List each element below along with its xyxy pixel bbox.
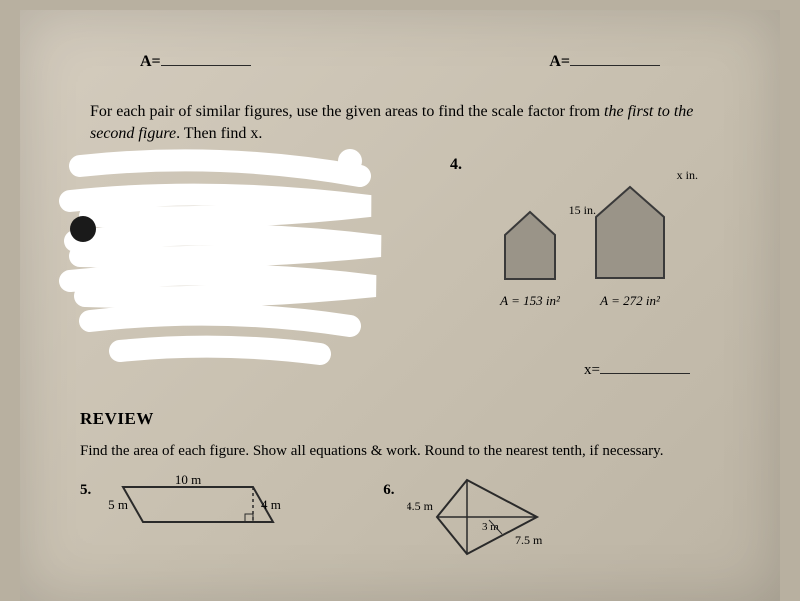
pentagon-large-icon xyxy=(590,182,670,282)
pentagon-small-icon xyxy=(500,207,560,282)
parallelogram-figure: 10 m 5 m 4 m xyxy=(103,472,303,542)
problem-number-5: 5. xyxy=(80,482,91,499)
review-problems-row: 5. 10 m 5 m 4 m 6. 4.5 m 3 m 7.5 m xyxy=(80,472,720,562)
fig2-area-caption: A = 272 in² xyxy=(590,293,670,309)
kite-figure: 4.5 m 3 m 7.5 m xyxy=(407,472,587,562)
answer-blank-x: x= xyxy=(450,359,720,379)
top-answer-row: A= A= xyxy=(80,30,720,101)
blank-line[interactable] xyxy=(600,359,690,374)
figure-1-small: 15 in. A = 153 in² xyxy=(500,207,560,309)
blank-line[interactable] xyxy=(161,50,251,66)
p5-left-label: 5 m xyxy=(108,497,128,512)
label-x: x= xyxy=(584,362,600,378)
problem-4: 4. 15 in. A = 153 in² x in. A = 272 in² xyxy=(450,156,720,379)
problem-number-6: 6. xyxy=(383,482,394,499)
p6-inner-label: 3 m xyxy=(482,521,499,533)
inst-lead: For each pair of similar figures, use th… xyxy=(90,103,604,120)
p6-left-label: 4.5 m xyxy=(407,499,434,513)
problem-6: 6. 4.5 m 3 m 7.5 m xyxy=(383,472,586,562)
blank-line[interactable] xyxy=(570,50,660,66)
worksheet-page: A= A= For each pair of similar figures, … xyxy=(20,10,780,601)
answer-blank-left: A= xyxy=(140,50,251,71)
figure-2-large: x in. A = 272 in² xyxy=(590,182,670,309)
answer-blank-right: A= xyxy=(549,50,660,71)
inst-mid: . Then find x. xyxy=(176,125,262,142)
p5-top-label: 10 m xyxy=(175,472,201,487)
fig2-side-label: x in. xyxy=(677,168,698,183)
whiteout-scribble xyxy=(40,146,400,366)
section-instructions: For each pair of similar figures, use th… xyxy=(80,101,720,146)
punch-hole xyxy=(70,216,96,242)
review-instructions: Find the area of each figure. Show all e… xyxy=(80,443,720,460)
problem-row: 4. 15 in. A = 153 in² x in. A = 272 in² xyxy=(80,156,720,379)
p6-right-label: 7.5 m xyxy=(515,533,543,547)
p5-height-label: 4 m xyxy=(261,497,281,512)
fig1-area-caption: A = 153 in² xyxy=(500,293,560,309)
problem-5: 5. 10 m 5 m 4 m xyxy=(80,472,303,542)
review-heading: REVIEW xyxy=(80,409,720,429)
problem-4-figures: 15 in. A = 153 in² x in. A = 272 in² xyxy=(450,182,720,309)
label-a-left: A= xyxy=(140,53,161,70)
label-a-right: A= xyxy=(549,53,570,70)
